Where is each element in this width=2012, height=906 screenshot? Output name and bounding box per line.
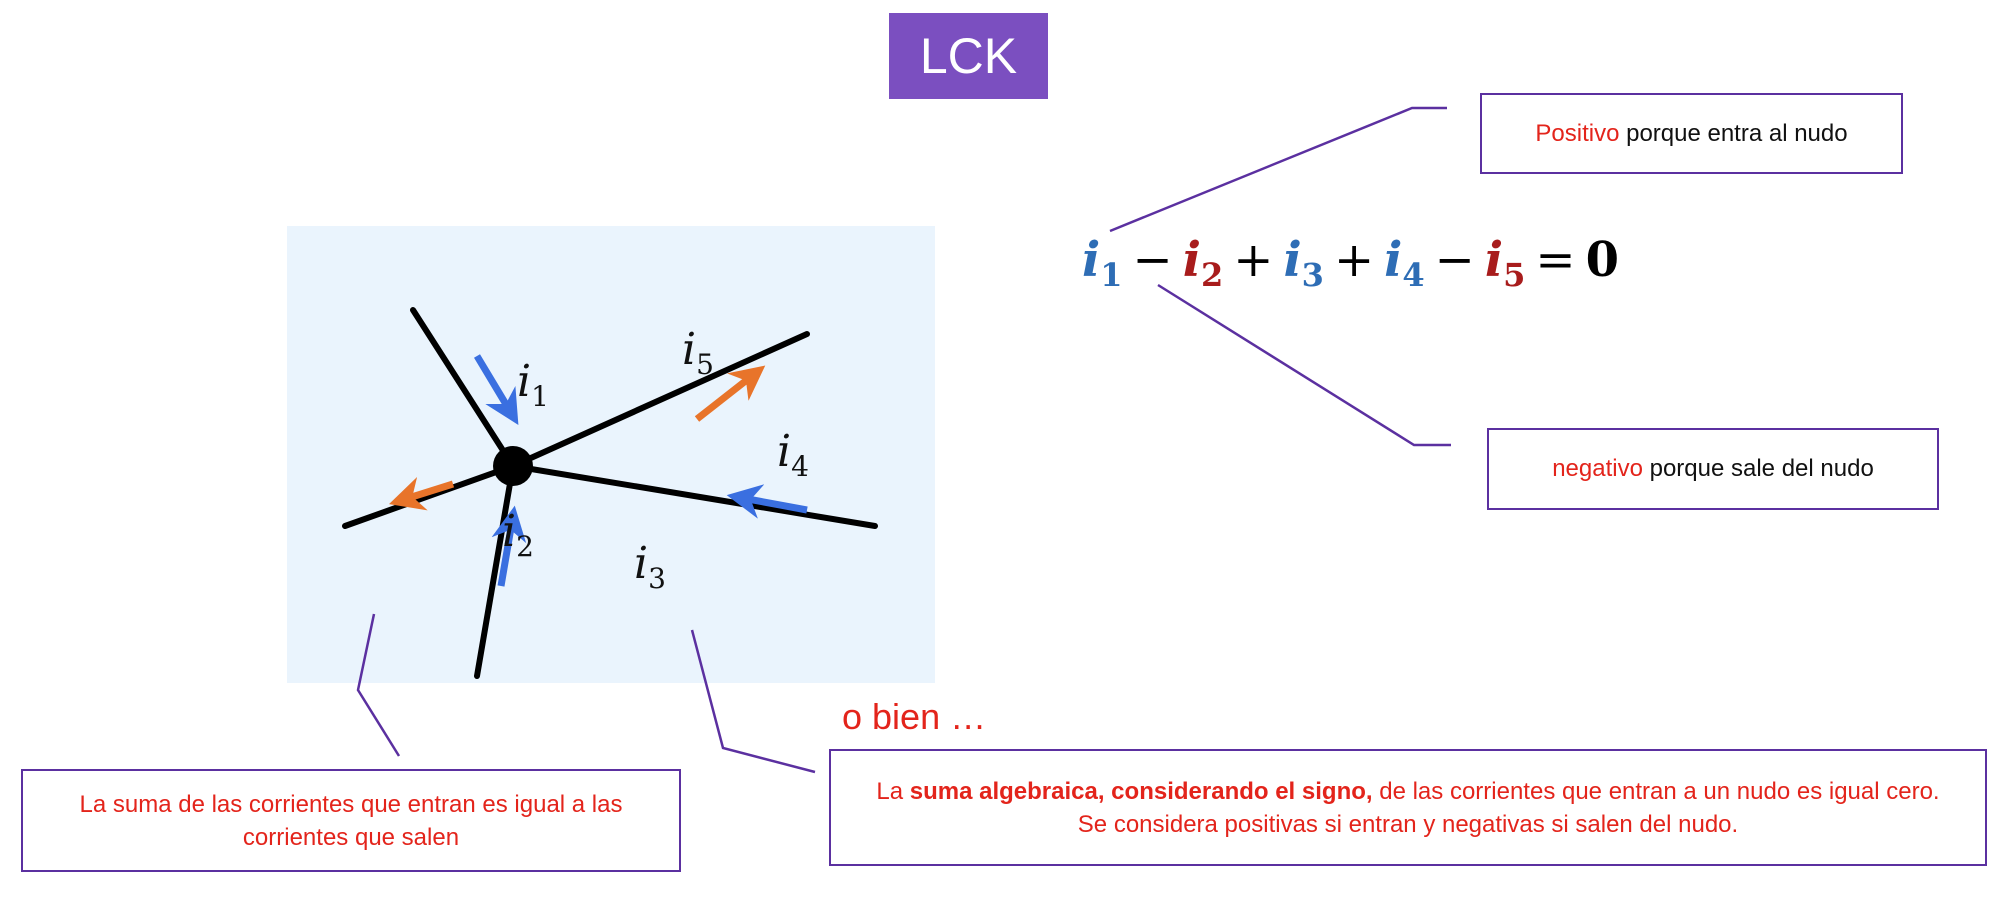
- current-arrow-i1: [473, 354, 519, 426]
- negative-word: negativo: [1552, 455, 1643, 482]
- node-diagram: i1 i2 i3 i4 i5: [342, 307, 878, 679]
- branch-3-wire: [474, 463, 516, 679]
- positive-word: Positivo: [1535, 119, 1620, 147]
- callout-sum-equal-text: La suma de las corrientes que entran es …: [79, 790, 623, 851]
- slide-title: LCK: [889, 13, 1048, 99]
- positive-rest: porque entra al nudo: [1619, 119, 1848, 147]
- operator-minus: −: [1434, 232, 1475, 288]
- callout-algebraic-line1: La suma algebraica, considerando el sign…: [876, 775, 1939, 808]
- current-arrow-i4: [726, 484, 808, 519]
- algebraic-strong: suma algebraica, considerando el signo,: [909, 777, 1373, 805]
- current-arrow-i3: [491, 505, 527, 587]
- term-i4: i4: [1384, 232, 1425, 294]
- term-i5: i5: [1484, 232, 1526, 294]
- callout-negative-text: negativo porque sale del nudo: [1552, 455, 1874, 483]
- callout-algebraic-sum: La suma algebraica, considerando el sign…: [829, 749, 1987, 866]
- callout-positive: Positivo porque entra al nudo: [1480, 93, 1903, 174]
- callout-positive-text: Positivo porque entra al nudo: [1535, 120, 1847, 148]
- operator-minus: −: [1132, 232, 1173, 288]
- equals-sign: =: [1535, 232, 1576, 288]
- operator-plus: +: [1333, 232, 1375, 288]
- label-i4: i4: [777, 426, 809, 483]
- current-arrow-i2: [388, 476, 455, 511]
- branch-2-wire: [342, 463, 516, 529]
- algebraic-prefix: La: [876, 777, 910, 805]
- current-arrow-i5: [694, 365, 766, 422]
- callout-algebraic-line2: Se considera positivas si entran y negat…: [1077, 810, 1739, 838]
- kcl-equation: i1− i2 + i3 + i4− i5 = 0: [1082, 232, 1619, 302]
- branch-1-wire: [410, 307, 516, 469]
- term-i2: i2: [1182, 232, 1224, 294]
- label-i1: i1: [517, 356, 549, 413]
- callout-negative: negativo porque sale del nudo: [1487, 428, 1939, 510]
- operator-plus: +: [1233, 232, 1274, 288]
- label-i5: i5: [682, 324, 714, 381]
- term-i3: i3: [1283, 232, 1324, 294]
- connector-positive: [1109, 106, 1447, 233]
- negative-rest: porque sale del nudo: [1642, 455, 1874, 482]
- o-bien-label: o bien …: [842, 696, 987, 737]
- branch-5-wire: [510, 331, 810, 469]
- node-dot: [493, 446, 533, 486]
- label-i2: i2: [502, 506, 534, 563]
- branch-4-wire: [510, 463, 878, 529]
- connector-negative: [1157, 283, 1451, 447]
- node-diagram-panel: i1 i2 i3 i4 i5: [287, 226, 935, 683]
- algebraic-line1-rest: de las corrientes que entran a un nudo e…: [1372, 777, 1940, 805]
- slide-title-text: LCK: [919, 28, 1018, 84]
- term-i1: i1: [1082, 232, 1123, 294]
- callout-sum-equal: La suma de las corrientes que entran es …: [21, 769, 681, 872]
- equation-rhs: 0: [1585, 232, 1619, 288]
- label-i3: i3: [634, 538, 666, 595]
- node-wires: [342, 307, 878, 679]
